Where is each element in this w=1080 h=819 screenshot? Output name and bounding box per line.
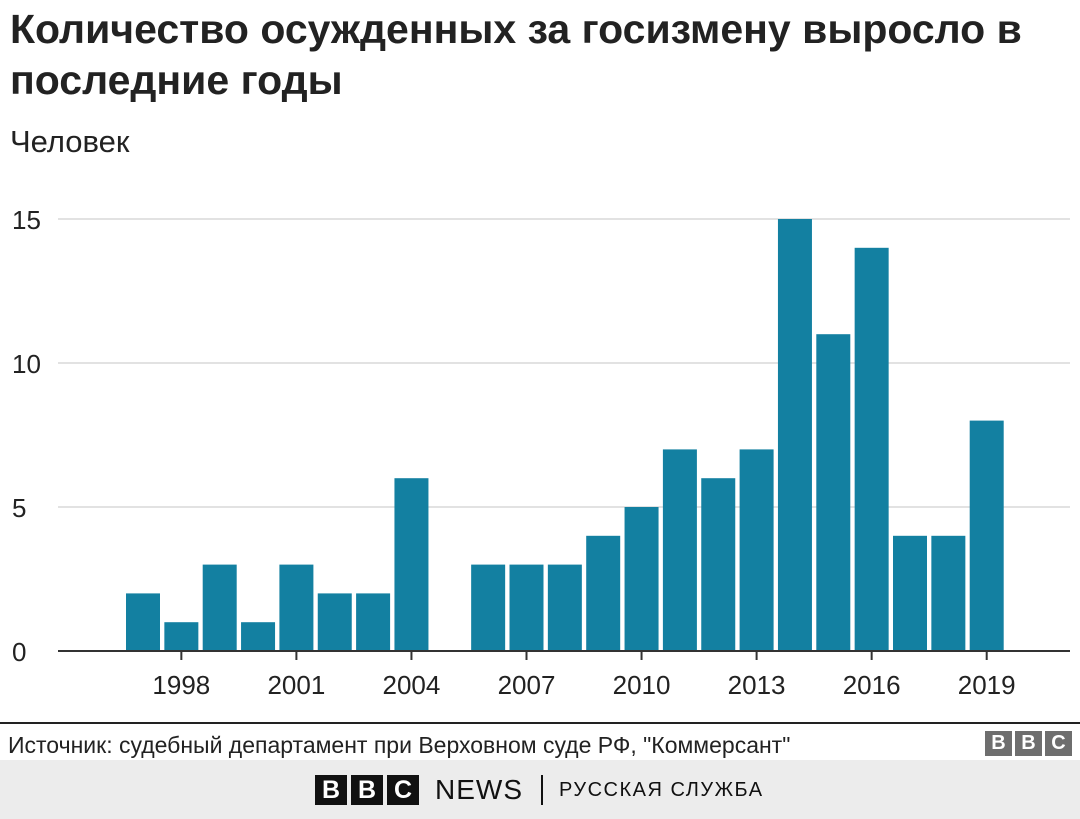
source-note: Источник: судебный департамент при Верхо… xyxy=(8,732,791,758)
footer-service-label: РУССКАЯ СЛУЖБА xyxy=(559,779,764,801)
bar xyxy=(624,507,659,651)
bars xyxy=(126,219,1004,652)
bar xyxy=(164,622,199,651)
gridlines xyxy=(58,218,1070,508)
bar xyxy=(241,622,276,651)
footer-news-label: NEWS xyxy=(435,774,523,805)
footer-bar: B B C NEWS РУССКАЯ СЛУЖБА xyxy=(0,760,1080,819)
x-tick-label: 2016 xyxy=(843,670,901,700)
bar xyxy=(586,535,621,651)
bar xyxy=(126,593,160,651)
bar xyxy=(893,535,927,651)
bar xyxy=(356,593,391,651)
x-tick-label: 2007 xyxy=(498,670,556,700)
footer-logo-letter: C xyxy=(387,775,419,805)
bar xyxy=(931,535,966,651)
bar xyxy=(777,219,812,651)
y-tick-label: 5 xyxy=(12,493,26,523)
footer-logo-letter: B xyxy=(315,775,347,805)
x-tick-label: 1998 xyxy=(152,670,210,700)
bar xyxy=(969,420,1004,651)
x-tick-label: 2010 xyxy=(613,670,671,700)
bbc-news-russian-logo: B B C NEWS РУССКАЯ СЛУЖБА xyxy=(315,774,764,806)
bar xyxy=(509,564,544,651)
x-tick-label: 2004 xyxy=(383,670,441,700)
y-axis-ticks: 0 5 10 15 xyxy=(12,205,41,667)
bbc-logo: B B C xyxy=(985,731,1072,756)
bbc-logo-letter: B xyxy=(985,731,1012,756)
y-tick-label: 15 xyxy=(12,205,41,235)
y-tick-label: 0 xyxy=(12,637,26,667)
bbc-logo-letter: B xyxy=(1015,731,1042,756)
bar xyxy=(279,564,314,651)
x-tick-label: 2013 xyxy=(728,670,786,700)
bar xyxy=(854,247,889,652)
bar xyxy=(662,449,697,651)
bar-chart: 0 5 10 15 1998 2001 2004 2007 2010 2013 2016 2019 xyxy=(12,205,1070,700)
bar xyxy=(547,564,582,651)
bar xyxy=(471,564,506,651)
source-divider xyxy=(0,722,1080,724)
bar xyxy=(739,449,774,651)
y-axis-unit-label: Человек xyxy=(10,124,130,159)
x-tick-label: 2001 xyxy=(267,670,325,700)
y-tick-label: 10 xyxy=(12,349,41,379)
x-tick-label: 2019 xyxy=(958,670,1016,700)
x-axis: 1998 2001 2004 2007 2010 2013 2016 2019 xyxy=(58,650,1070,700)
footer-logo-letter: B xyxy=(351,775,383,805)
bbc-logo-letter: C xyxy=(1045,731,1072,756)
chart-title: Количество осужденных за госизмену вырос… xyxy=(10,6,1022,103)
footer-separator xyxy=(541,775,543,805)
bar xyxy=(317,593,352,651)
bar xyxy=(816,334,851,651)
bar xyxy=(202,564,237,651)
bar xyxy=(701,478,736,651)
bar xyxy=(394,478,429,651)
